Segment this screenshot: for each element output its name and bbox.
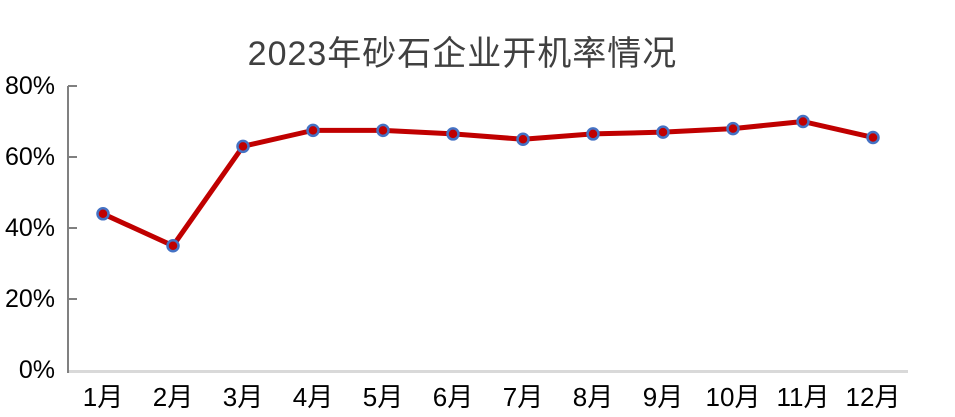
data-point-marker — [516, 132, 530, 146]
chart-title: 2023年砂石企业开机率情况 — [247, 35, 678, 73]
x-axis-label: 7月 — [503, 382, 543, 412]
y-axis-label: 20% — [5, 285, 55, 313]
x-axis-label: 4月 — [293, 382, 333, 412]
x-axis-label: 5月 — [363, 382, 403, 412]
x-axis-label: 3月 — [223, 382, 263, 412]
data-point-marker — [236, 139, 250, 154]
x-axis-label: 10月 — [706, 382, 761, 412]
x-axis-label: 1月 — [83, 382, 123, 412]
data-point-marker — [96, 207, 110, 221]
data-point-marker — [866, 130, 880, 145]
x-axis-label: 9月 — [643, 382, 683, 412]
data-point-marker — [306, 123, 320, 138]
series-line — [100, 119, 876, 249]
x-axis-label: 6月 — [433, 382, 473, 412]
x-axis-label: 2月 — [153, 382, 193, 412]
x-axis-label: 12月 — [846, 382, 901, 412]
data-point-marker — [166, 239, 180, 253]
data-point-marker — [446, 127, 460, 141]
y-axis-label: 60% — [5, 143, 55, 171]
x-axis-label: 11月 — [777, 382, 830, 412]
y-axis-label: 80% — [5, 72, 55, 100]
data-point-marker — [656, 125, 670, 139]
x-axis-label: 8月 — [573, 382, 613, 412]
data-point-marker — [586, 127, 600, 141]
y-axis-label: 40% — [5, 214, 55, 242]
data-point-marker — [796, 114, 810, 129]
data-point-marker — [726, 121, 740, 136]
y-axis-label: 0% — [19, 356, 55, 384]
data-point-marker — [376, 123, 390, 138]
